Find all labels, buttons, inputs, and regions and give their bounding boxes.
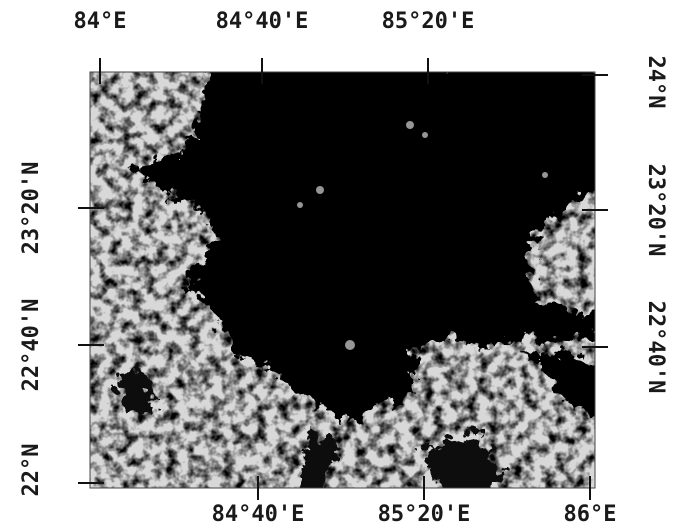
top-label: 85°20'E: [382, 9, 475, 34]
left-label: 22°N: [19, 444, 44, 497]
top-label: 84°40'E: [216, 9, 309, 34]
map-figure: 84°E 84°40'E 85°20'E 84°40'E 85°20'E 86°…: [0, 0, 676, 530]
bottom-label: 85°20'E: [378, 502, 471, 527]
bottom-label: 86°E: [564, 502, 617, 527]
top-label: 84°E: [74, 9, 127, 34]
satellite-image: [90, 60, 610, 495]
right-label: 24°N: [643, 56, 668, 109]
left-label: 22°40'N: [19, 299, 44, 392]
left-label: 23°20'N: [19, 162, 44, 255]
right-label: 23°20'N: [643, 164, 668, 257]
right-label: 22°40'N: [643, 301, 668, 394]
bottom-label: 84°40'E: [212, 502, 305, 527]
page: {"map": { "top_labels": ["84°E", "84°40'…: [0, 0, 676, 530]
